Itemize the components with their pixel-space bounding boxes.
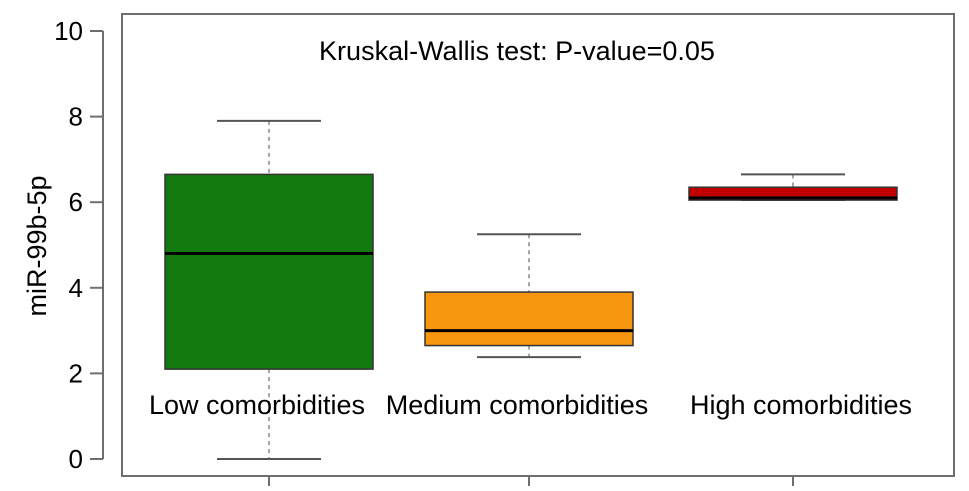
iqr-box	[424, 291, 634, 347]
iqr-box	[164, 173, 374, 370]
y-axis: 0 2 4 6 8 10	[54, 16, 104, 474]
y-tick-label: 6	[69, 187, 83, 217]
category-label: Medium comorbidities	[386, 390, 649, 420]
category-label: Low comorbidities	[149, 390, 365, 420]
y-axis-title: miR-99b-5p	[22, 175, 52, 316]
category-label: High comorbidities	[690, 390, 912, 420]
y-tick-label: 10	[54, 16, 83, 46]
box-group	[424, 233, 634, 359]
y-tick-label: 8	[69, 102, 83, 132]
y-tick-label: 0	[69, 444, 83, 474]
y-tick-label: 4	[69, 273, 83, 303]
y-tick-label: 2	[69, 358, 83, 388]
plot-frame	[121, 13, 955, 477]
box-group	[164, 119, 374, 460]
box-group	[688, 173, 898, 202]
test-annotation: Kruskal-Wallis test: P-value=0.05	[319, 36, 715, 66]
x-ticks	[268, 476, 794, 486]
boxes-layer: Low comorbidities Medium comorbidities Hig…	[149, 119, 912, 460]
